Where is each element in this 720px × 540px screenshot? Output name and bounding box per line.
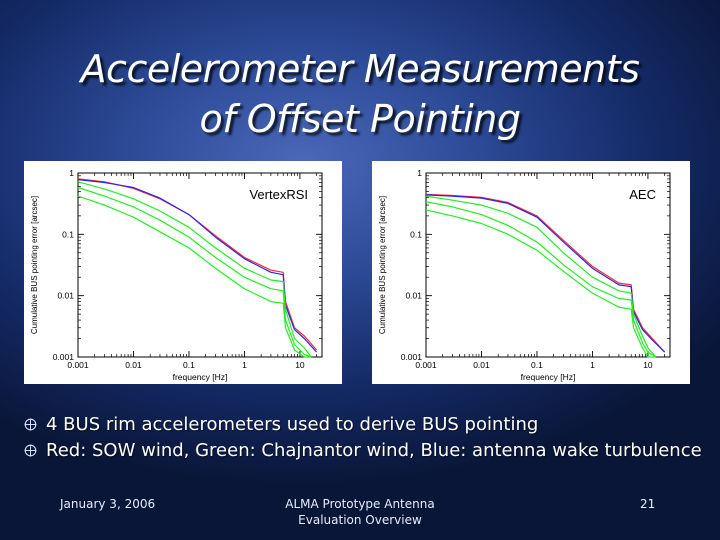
footer-title-line-1: ALMA Prototype Antenna (285, 497, 435, 511)
series-line-green (425, 201, 657, 358)
bullet-text: 4 BUS rim accelerometers used to derive … (46, 414, 539, 435)
y-tick-label: 0.001 (401, 352, 423, 362)
x-axis-label: frequency [Hz] (173, 372, 228, 382)
slide-title: Accelerometer Measurements of Offset Poi… (0, 44, 720, 144)
plot-frame (77, 172, 323, 358)
series-line-green (77, 195, 312, 358)
bullet-item: 4 BUS rim accelerometers used to derive … (22, 412, 712, 438)
bullet-icon (24, 418, 37, 431)
x-tick-label: 1 (590, 360, 595, 370)
x-tick-label: 0.1 (183, 360, 195, 370)
chart-aec: 0.001 0.01 0.1 1 10 0.001 0.01 0.1 1 frequency [H… (378, 168, 671, 382)
x-tick-label: 0.001 (415, 360, 437, 370)
y-axis-label: Cumulative BUS pointing error [arcsec] (378, 196, 387, 334)
chart-vertexrsi: 0.001 0.01 0.1 1 10 0.001 0.01 0.1 1 frequency [H… (30, 168, 323, 382)
y-tick-label: 0.01 (405, 291, 422, 301)
x-tick-label: 0.1 (531, 360, 543, 370)
page-number: 21 (640, 497, 656, 511)
x-tick-label: 10 (643, 360, 653, 370)
footer-date: January 3, 2006 (60, 497, 156, 511)
y-tick-label: 0.1 (410, 229, 422, 239)
bullet-icon (24, 444, 37, 457)
series-line-blue (77, 179, 318, 353)
chart-panel-vertexrsi: 0.001 0.01 0.1 1 10 0.001 0.01 0.1 1 frequency [H… (24, 161, 342, 384)
y-tick-label: 0.001 (53, 352, 75, 362)
series-line-red (77, 178, 318, 351)
x-tick-label: 0.01 (125, 360, 142, 370)
bullet-item: Red: SOW wind, Green: Chajnantor wind, B… (22, 438, 712, 464)
title-line-1: Accelerometer Measurements (80, 47, 640, 91)
y-axis-label: Cumulative BUS pointing error [arcsec] (30, 196, 39, 334)
x-tick-label: 10 (295, 360, 305, 370)
y-tick-label: 1 (417, 168, 422, 178)
bullet-list: 4 BUS rim accelerometers used to derive … (22, 412, 712, 464)
series-line-green (425, 195, 657, 358)
series-line-blue (425, 194, 666, 353)
x-tick-label: 1 (242, 360, 247, 370)
series-line-red (425, 193, 666, 353)
plot-frame (425, 172, 671, 358)
chart-panel-aec: 0.001 0.01 0.1 1 10 0.001 0.01 0.1 1 frequency [H… (372, 161, 690, 384)
chart-title: AEC (629, 187, 656, 202)
chart-title: VertexRSI (249, 187, 308, 202)
title-line-2: of Offset Pointing (199, 97, 522, 141)
y-tick-label: 0.01 (57, 291, 74, 301)
x-axis-label: frequency [Hz] (521, 372, 576, 382)
series-line-green (77, 181, 312, 358)
x-tick-label: 0.001 (67, 360, 89, 370)
series-line-green (425, 209, 656, 358)
y-tick-label: 1 (69, 168, 74, 178)
series-line-green (77, 186, 312, 358)
footer-title: ALMA Prototype Antenna Evaluation Overvi… (260, 496, 460, 528)
x-tick-label: 0.01 (473, 360, 490, 370)
y-tick-label: 0.1 (62, 229, 74, 239)
footer-title-line-2: Evaluation Overview (298, 513, 422, 527)
bullet-text: Red: SOW wind, Green: Chajnantor wind, B… (46, 440, 702, 461)
